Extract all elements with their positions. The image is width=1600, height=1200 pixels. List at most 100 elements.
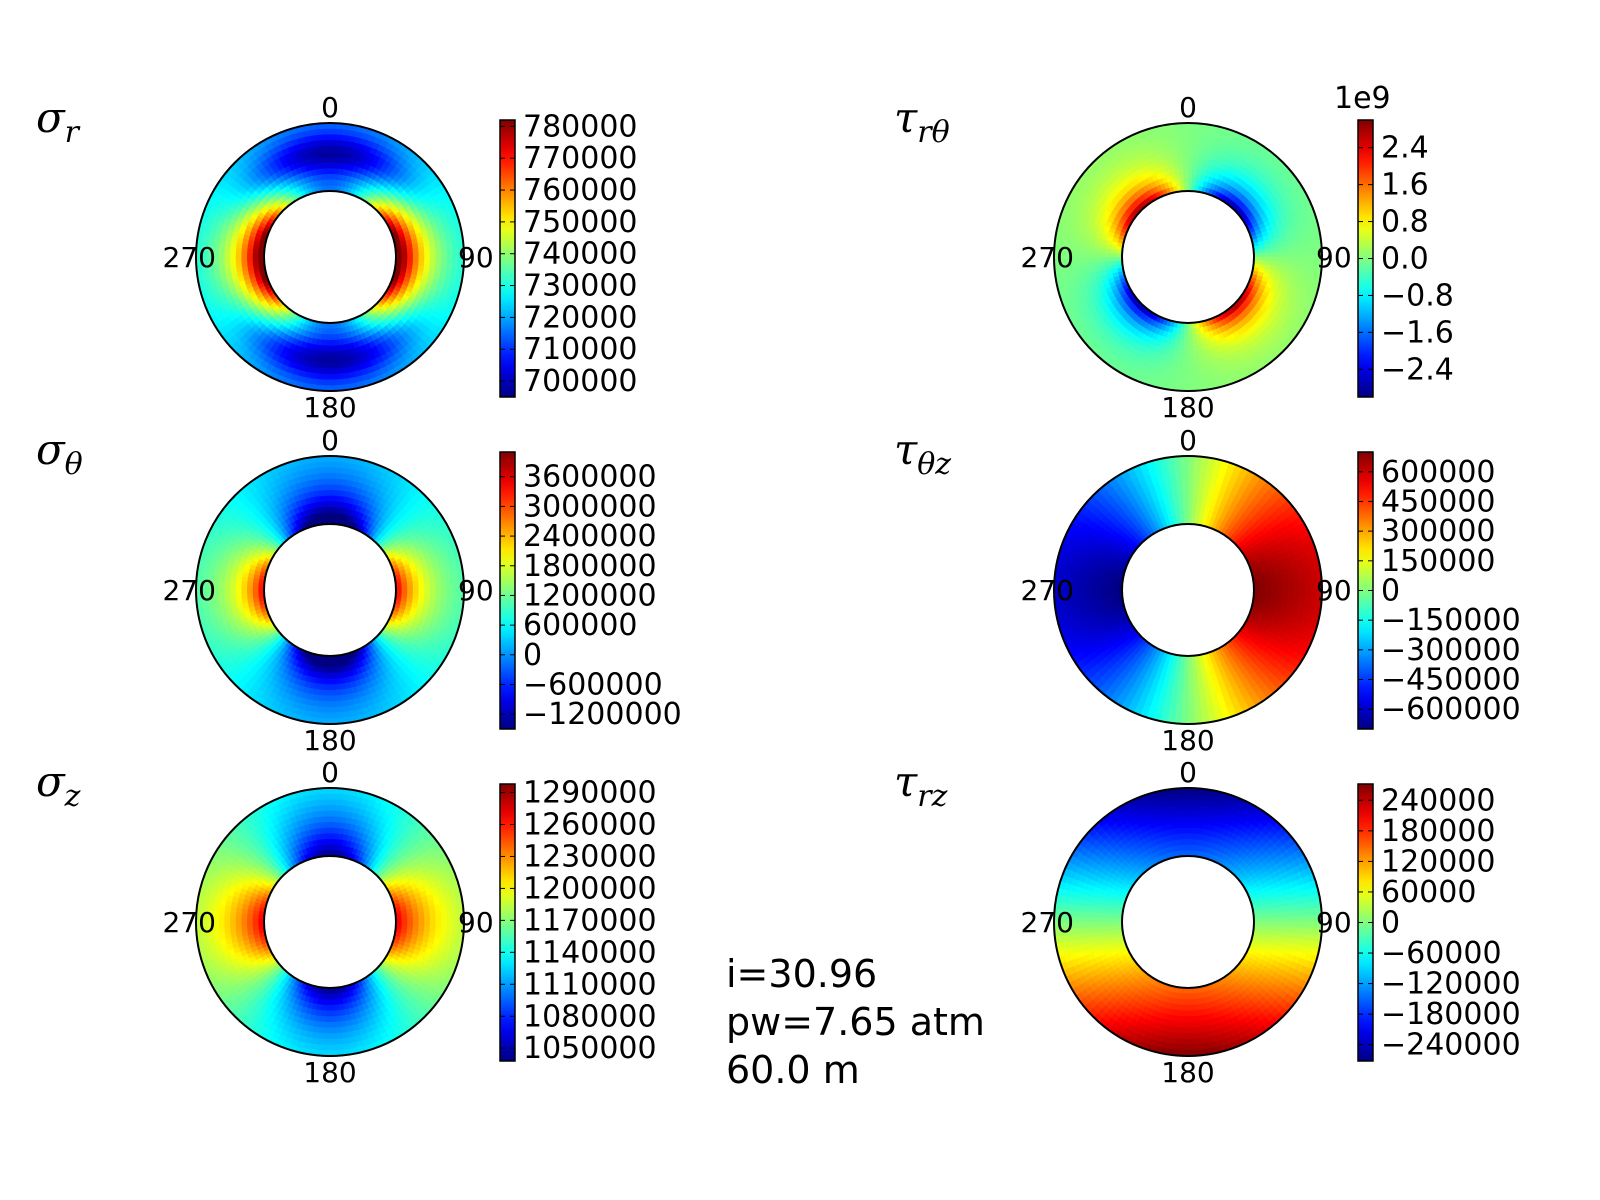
ring-cell bbox=[325, 512, 331, 519]
ring-cell bbox=[334, 356, 342, 364]
ring-cell bbox=[441, 250, 448, 258]
ring-cell bbox=[342, 338, 349, 346]
ring-cell bbox=[428, 239, 436, 247]
ring-cell bbox=[324, 483, 331, 491]
ring-cell bbox=[324, 495, 331, 502]
ring-cell bbox=[324, 167, 331, 175]
ring-cell bbox=[229, 251, 236, 258]
ring-cell bbox=[1180, 128, 1189, 135]
ring-cell bbox=[1182, 167, 1189, 175]
ring-cell bbox=[229, 589, 236, 596]
ring-cell bbox=[324, 156, 331, 163]
ring-cell bbox=[1098, 589, 1106, 596]
ring-cell bbox=[252, 260, 259, 266]
ring-cell bbox=[412, 251, 420, 258]
ring-cell bbox=[412, 247, 420, 253]
ring-cell bbox=[395, 260, 403, 265]
ring-cell bbox=[325, 334, 331, 341]
ring-cell bbox=[430, 221, 439, 231]
ring-cell bbox=[329, 356, 336, 364]
ring-cell bbox=[223, 589, 231, 596]
ring-cell bbox=[429, 245, 437, 253]
ring-cell bbox=[218, 267, 226, 275]
ring-cell bbox=[241, 265, 249, 272]
colorbar-offset-text: 1e9 bbox=[1334, 81, 1391, 116]
ring-cell bbox=[329, 373, 337, 381]
colorbar-tick-label: 740000 bbox=[523, 237, 638, 272]
ring-cell bbox=[435, 583, 442, 591]
ring-cell bbox=[329, 133, 337, 141]
ring-cell bbox=[235, 265, 243, 273]
ring-cell bbox=[329, 156, 336, 163]
ring-cell bbox=[317, 362, 325, 369]
ring-cell bbox=[393, 285, 402, 293]
ring-cell bbox=[405, 239, 413, 246]
ring-cell bbox=[423, 266, 431, 274]
ring-cell bbox=[324, 150, 331, 158]
ring-cell bbox=[340, 327, 347, 335]
ring-cell bbox=[329, 345, 336, 352]
ring-cell bbox=[322, 461, 331, 468]
ring-cell bbox=[395, 282, 403, 289]
ring-cell bbox=[411, 242, 419, 249]
colorbar: 3600000300000024000001800000120000060000… bbox=[499, 451, 682, 732]
ring-cell bbox=[246, 247, 254, 254]
ring-cell bbox=[329, 684, 336, 691]
ring-cell bbox=[441, 583, 448, 591]
borehole-wall bbox=[263, 523, 397, 657]
component-symbol: τrθ bbox=[894, 93, 950, 150]
ring-cell bbox=[333, 322, 338, 330]
ring-cell bbox=[417, 265, 425, 273]
ring-cell bbox=[246, 252, 253, 258]
ring-cell bbox=[340, 361, 348, 369]
ring-cell bbox=[314, 162, 322, 170]
ring-cell bbox=[423, 240, 431, 248]
ring-cell bbox=[426, 229, 435, 237]
ring-cell bbox=[1076, 256, 1083, 264]
ring-cell bbox=[329, 706, 337, 714]
ring-cell bbox=[252, 256, 259, 262]
ring-cell bbox=[337, 327, 343, 335]
ring-cell bbox=[305, 164, 312, 172]
ring-cell bbox=[324, 500, 331, 508]
ring-cell bbox=[1110, 589, 1117, 595]
ring-cell bbox=[294, 148, 304, 157]
ring-cell bbox=[329, 695, 337, 702]
ring-cell bbox=[343, 343, 351, 351]
ring-cell bbox=[400, 244, 408, 250]
ring-cell bbox=[341, 372, 350, 380]
ring-cell bbox=[434, 239, 442, 247]
ring-cell bbox=[407, 252, 414, 258]
ring-cell bbox=[219, 273, 227, 281]
ring-cell bbox=[306, 169, 314, 177]
colorbar-tick-label: 0.8 bbox=[1381, 205, 1429, 240]
ring-cell bbox=[395, 245, 402, 251]
ring-cell bbox=[1187, 351, 1194, 358]
ring-cell bbox=[401, 252, 408, 258]
ring-cell bbox=[219, 233, 227, 241]
ring-cell bbox=[429, 261, 437, 269]
ring-cell bbox=[313, 350, 321, 358]
ring-cell bbox=[395, 256, 403, 262]
ring-cell bbox=[317, 145, 325, 152]
ring-cell bbox=[392, 174, 402, 183]
ring-cell bbox=[340, 145, 348, 153]
ring-cell bbox=[333, 184, 338, 192]
ring-cell bbox=[352, 364, 361, 373]
ring-cell bbox=[439, 238, 447, 246]
ring-cell bbox=[324, 339, 331, 347]
ring-cell bbox=[335, 139, 343, 147]
ring-cell bbox=[1181, 145, 1189, 152]
ring-cell bbox=[424, 251, 431, 258]
ring-cell bbox=[225, 277, 234, 285]
ring-cell bbox=[341, 332, 348, 340]
ring-cell bbox=[418, 261, 425, 268]
ring-cell bbox=[317, 367, 325, 375]
ring-cell bbox=[300, 147, 309, 156]
colorbar-tick-label: 750000 bbox=[523, 205, 638, 240]
ring-cell bbox=[229, 266, 237, 274]
ring-cell bbox=[329, 139, 337, 146]
ring-cell bbox=[218, 262, 225, 270]
